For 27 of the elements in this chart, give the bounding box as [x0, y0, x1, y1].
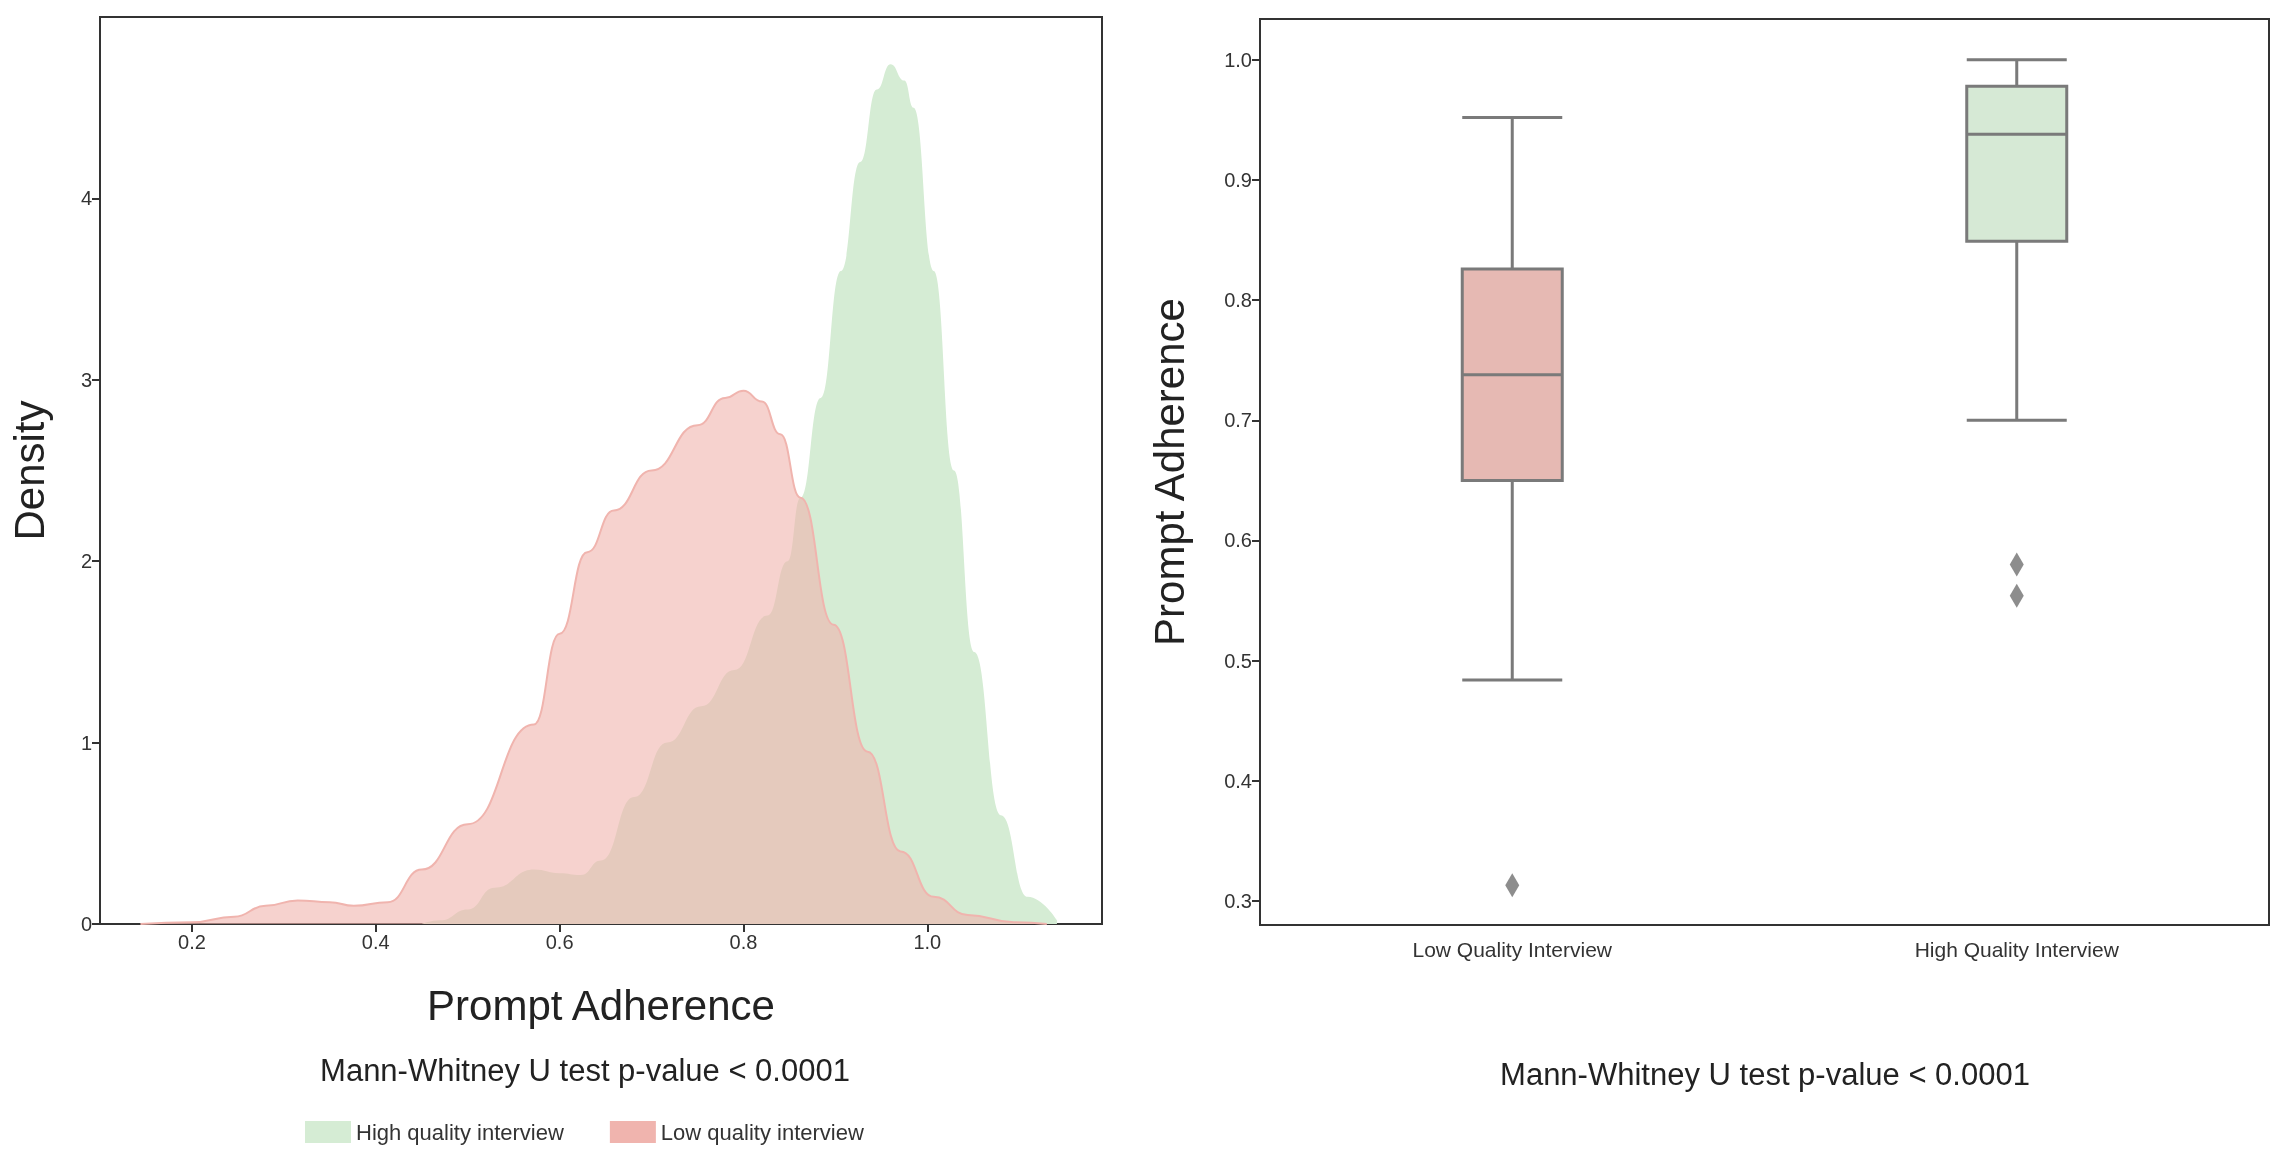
x-tick-label: High Quality Interview — [1914, 938, 2120, 961]
text: Mann-Whitney U test p-value < 0.0001 — [1500, 1057, 2030, 1092]
y-axis-title: Density — [5, 400, 53, 541]
x-tick-label: 0.4 — [361, 931, 390, 953]
y-tick-label: 0 — [80, 913, 92, 935]
y-tick-label: 3 — [80, 368, 92, 391]
y-tick-label: 0.3 — [1224, 889, 1252, 912]
x-tick-label: 0.2 — [178, 931, 206, 953]
legend-label: Low quality interview — [660, 1119, 864, 1145]
y-tick-label: 2 — [80, 550, 92, 573]
y-tick-label: 0.4 — [1224, 769, 1252, 792]
legend-label: High quality interview — [356, 1119, 564, 1145]
y-tick-label: 0.6 — [1224, 529, 1252, 552]
x-tick-label: 1.0 — [913, 931, 942, 953]
text: Mann-Whitney U test p-value < 0.0001 — [320, 1053, 850, 1088]
x-axis-title: Prompt Adherence — [427, 981, 775, 1029]
y-tick-label: 4 — [80, 187, 92, 210]
x-tick-label: 0.8 — [729, 931, 758, 953]
y-tick-label: 0.8 — [1224, 289, 1252, 312]
y-tick-label: 0.9 — [1224, 169, 1252, 192]
y-tick-label: 0.7 — [1224, 409, 1252, 432]
y-axis-title: Prompt Adherence — [1145, 298, 1193, 646]
x-tick-label: Low Quality Interview — [1412, 938, 1613, 961]
y-tick-label: 1.0 — [1224, 48, 1252, 71]
x-tick-label: 0.6 — [545, 931, 574, 953]
y-tick-label: 0.5 — [1224, 649, 1252, 672]
y-tick-label: 1 — [80, 731, 92, 754]
